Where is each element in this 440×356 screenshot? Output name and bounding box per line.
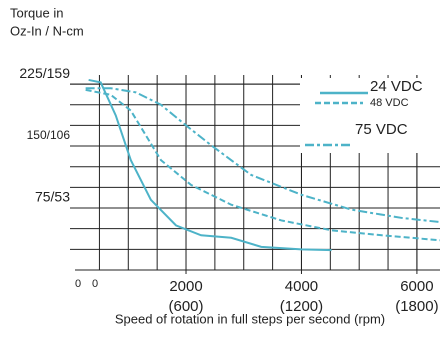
x-tick-sublabel: (600) — [169, 298, 204, 315]
y-axis-label: Torque in — [10, 5, 63, 20]
y-axis-label: Oz-In / N-cm — [10, 23, 84, 38]
origin-label: 0 — [92, 278, 98, 290]
legend-label: 24 VDC — [370, 78, 423, 95]
x-tick-sublabel: (1800) — [395, 298, 438, 315]
y-tick-label: 150/106 — [27, 128, 71, 142]
y-tick-label: 75/53 — [35, 189, 70, 205]
data-line — [85, 87, 440, 224]
legend-label: 48 VDC — [370, 97, 409, 109]
legend-box — [300, 78, 440, 153]
data-line — [85, 88, 440, 242]
x-tick-sublabel: (1200) — [280, 298, 323, 315]
y-tick-label: 225/159 — [19, 65, 70, 81]
x-tick-label: 4000 — [285, 278, 318, 295]
origin-label: 0 — [75, 278, 81, 290]
x-tick-label: 6000 — [400, 278, 433, 295]
x-tick-label: 2000 — [169, 278, 202, 295]
data-line — [88, 78, 332, 252]
x-axis-label: Speed of rotation in full steps per seco… — [115, 311, 385, 326]
legend-label: 75 VDC — [355, 121, 408, 138]
